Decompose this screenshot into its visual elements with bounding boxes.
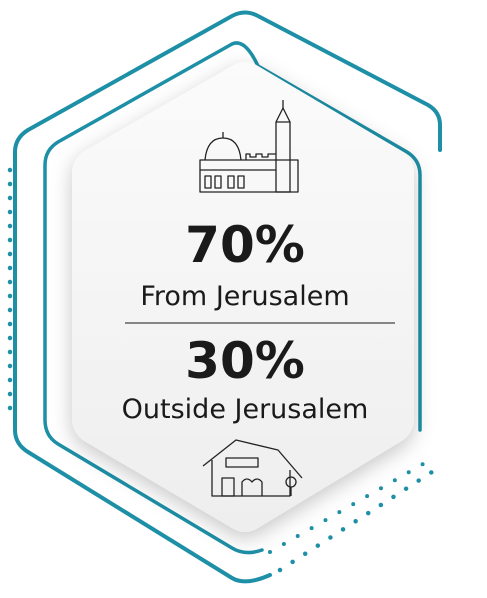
stat-label: Outside Jerusalem — [122, 394, 369, 425]
house-icon — [202, 439, 303, 497]
inner-frame — [43, 41, 422, 555]
outer-frame — [13, 10, 442, 584]
bottom-dots — [268, 458, 432, 554]
hexagon — [72, 62, 414, 532]
jerusalem-icon — [199, 100, 299, 193]
outer-dots — [277, 469, 435, 573]
stat-value: 70% — [185, 216, 305, 274]
stat-value: 30% — [185, 332, 305, 390]
stat-label: From Jerusalem — [140, 281, 349, 312]
